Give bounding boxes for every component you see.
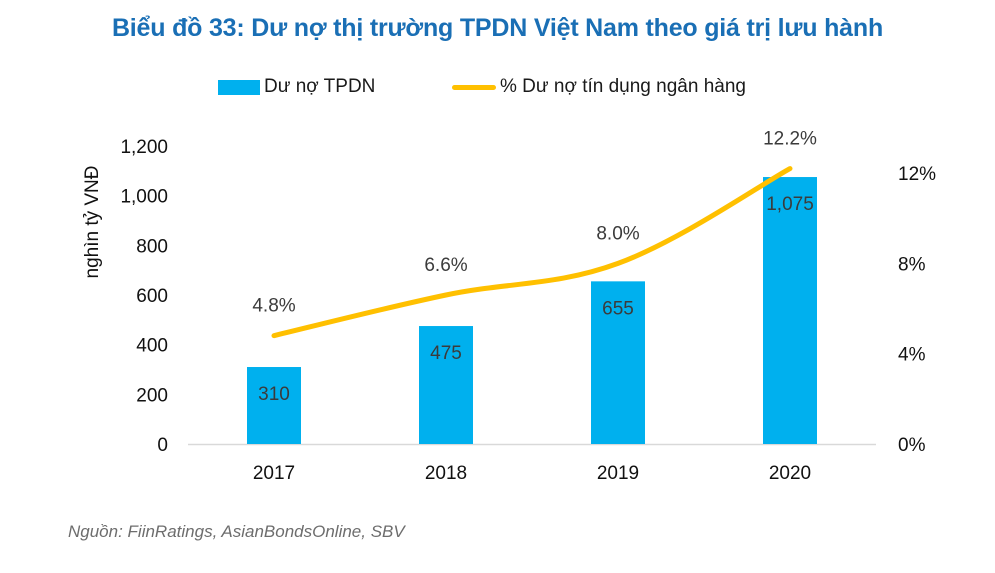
bar <box>591 281 645 444</box>
line-data-label: 6.6% <box>424 255 467 276</box>
x-tick-label: 2018 <box>425 463 467 484</box>
legend-item-bar: Dư nợ TPDN <box>218 76 375 98</box>
line-data-label: 8.0% <box>596 223 639 244</box>
y-tick-label: 1,000 <box>120 187 168 208</box>
legend-item-line: % Dư nợ tín dụng ngân hàng <box>452 76 746 98</box>
legend-label-line: % Dư nợ tín dụng ngân hàng <box>500 76 746 97</box>
bar-data-label: 1,075 <box>766 194 814 215</box>
line-data-label: 4.8% <box>252 296 295 317</box>
bar <box>763 177 817 444</box>
bar-data-label: 655 <box>602 298 634 319</box>
y-tick-label: 600 <box>136 286 168 307</box>
y-tick-label: 1,200 <box>120 137 168 158</box>
chart-title: Biểu đồ 33: Dư nợ thị trường TPDN Việt N… <box>111 14 884 42</box>
x-axis-ticks: 2017 2018 2019 2020 <box>253 463 811 484</box>
y-tick-label: 400 <box>136 336 168 357</box>
line-data-label: 12.2% <box>763 129 817 150</box>
x-tick-label: 2019 <box>597 463 639 484</box>
line-path <box>271 166 793 339</box>
line-series <box>271 166 793 339</box>
y2-axis-ticks: 0% 4% 8% 12% <box>898 164 936 456</box>
y2-tick-label: 12% <box>898 164 936 185</box>
y2-tick-label: 0% <box>898 435 926 456</box>
y-axis-ticks: 0 200 400 600 800 1,000 1,200 <box>120 137 168 456</box>
bar <box>247 367 301 444</box>
bar-data-label: 310 <box>258 384 290 405</box>
legend-label-bar: Dư nợ TPDN <box>264 76 376 97</box>
y2-tick-label: 4% <box>898 345 926 366</box>
bar-series <box>247 177 817 444</box>
bar <box>419 326 473 444</box>
bar-data-labels: 310 475 655 1,075 <box>258 194 814 405</box>
y-tick-label: 0 <box>157 435 168 456</box>
legend: Dư nợ TPDN % Dư nợ tín dụng ngân hàng <box>0 76 995 102</box>
y-tick-label: 200 <box>136 385 168 406</box>
y-axis-label: nghìn tỷ VNĐ <box>82 166 103 279</box>
line-data-labels: 4.8% 6.6% 8.0% 12.2% <box>252 129 817 317</box>
x-tick-label: 2017 <box>253 463 295 484</box>
y-tick-label: 800 <box>136 236 168 257</box>
x-tick-label: 2020 <box>769 463 811 484</box>
source-note: Nguồn: FiinRatings, AsianBondsOnline, SB… <box>68 522 405 541</box>
legend-swatch-line <box>452 84 496 90</box>
y2-tick-label: 8% <box>898 254 926 275</box>
bar-data-label: 475 <box>430 343 462 364</box>
legend-swatch-bar <box>218 79 260 95</box>
